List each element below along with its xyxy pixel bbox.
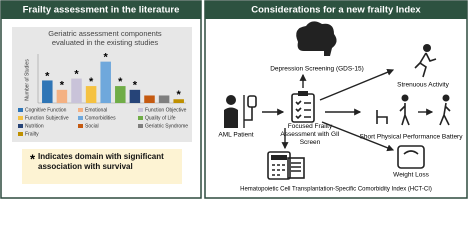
right-header (205, 1, 467, 19)
legend-swatch (78, 116, 83, 120)
node-label: Strenuous Activity (397, 82, 449, 89)
note-wrap: Indicates domain with significant associ… (38, 152, 164, 171)
chart-title: Geriatric assessment components evaluate… (48, 29, 162, 47)
patient-icon (224, 95, 257, 128)
left-header (1, 1, 201, 19)
y-label: Number of Studies (24, 59, 30, 101)
bar (115, 86, 126, 103)
arrow (321, 121, 395, 152)
legend-swatch (18, 132, 23, 136)
clipboard-icon (291, 91, 315, 123)
legend-swatch (78, 108, 83, 112)
note-marker: * (30, 151, 36, 166)
note: Indicates domain with significant associ… (38, 152, 164, 171)
bar (173, 99, 184, 103)
bar (85, 86, 97, 103)
legend-label: Frailty (25, 131, 39, 137)
arrow (319, 68, 395, 101)
legend-label: Comorbidities (85, 115, 116, 121)
bar (42, 80, 53, 103)
significance-marker: * (118, 76, 123, 88)
chart-title-wrap: Geriatric assessment components evaluate… (48, 29, 162, 47)
significance-marker: * (104, 52, 109, 64)
bar (100, 61, 111, 103)
significance-marker: * (74, 68, 79, 80)
bar-chart: * * * * * * * * Cognitive Function Emotional Funct… (18, 52, 188, 137)
note-box (22, 149, 182, 184)
node-label: AML Patient (218, 132, 253, 139)
node-label: Hematopoietic Cell Transplantation-Speci… (240, 187, 432, 193)
sppb-icon (376, 94, 451, 126)
legend-swatch (78, 124, 83, 128)
bar (56, 89, 68, 103)
significance-marker: * (133, 80, 138, 92)
activity-icon (414, 44, 437, 78)
legend-label: Function Subjective (25, 115, 69, 121)
bar (129, 89, 141, 103)
scale-icon (397, 145, 425, 169)
node-label: Weight Loss (393, 172, 429, 179)
legend-label: Social (85, 123, 99, 129)
legend-label: Quality of Life (145, 115, 176, 121)
node-label: Depression Screening (GDS-15) (270, 66, 364, 73)
significance-marker: * (89, 76, 94, 88)
page: Frailty assessment in the literature Ger… (0, 0, 468, 200)
bar (158, 95, 170, 103)
legend-label: Nutrition (25, 123, 44, 129)
node-wrap: Focused Frailty Assessment with GII Scre… (280, 123, 340, 145)
calculator-icon (267, 151, 305, 180)
legend-label: Geriatric Syndrome (145, 123, 188, 129)
abstract: Frailty assessment in the literature Ger… (0, 0, 468, 199)
legend-swatch (18, 116, 23, 120)
legend-swatch (18, 124, 23, 128)
significance-marker: * (177, 89, 182, 101)
node-label: Focused Frailty Assessment with GII Scre… (280, 123, 340, 145)
bar (71, 78, 82, 103)
significance-marker: * (60, 80, 65, 92)
brain-icon (296, 21, 337, 56)
bar (144, 95, 155, 103)
legend-label: Function Objective (145, 107, 187, 113)
legend-swatch (138, 124, 143, 128)
significance-marker: * (45, 70, 50, 82)
legend-label: Cognitive Function (25, 107, 67, 113)
legend-swatch (138, 116, 143, 120)
legend-swatch (138, 108, 143, 112)
node-label: Short Physical Performance Battery (360, 134, 464, 141)
right-title: Considerations for a new frailty Index (251, 5, 421, 16)
legend-label: Emotional (85, 107, 107, 113)
left-title: Frailty assessment in the literature (23, 5, 180, 16)
legend-swatch (18, 108, 23, 112)
